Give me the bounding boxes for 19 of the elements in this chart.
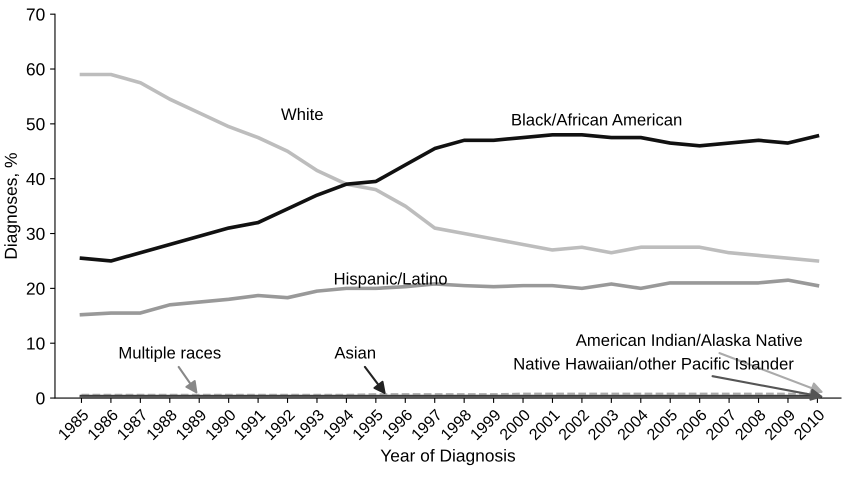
text: American Indian/Alaska Native	[576, 334, 802, 346]
y-tick-label: 50	[26, 118, 45, 130]
line-series	[80, 72, 820, 263]
line-series	[80, 133, 820, 263]
series-label: Black/African American	[512, 113, 682, 126]
y-tick-label: 70	[26, 8, 45, 21]
y-tick-label: 30	[26, 228, 45, 240]
y-tick-label: 10	[27, 337, 45, 350]
text: Multiple races	[120, 346, 221, 362]
series-label: Native Hawaiian/other Pacific Islander	[514, 357, 794, 370]
x-axis-title: Year of Diagnosis	[380, 448, 516, 466]
y-axis-title: Diagnoses, %	[4, 153, 20, 258]
series-label: White	[281, 108, 323, 120]
y-tick-label: 40	[26, 172, 45, 186]
series-label: Hispanic/Latino	[334, 272, 447, 288]
text: Asian	[334, 346, 376, 359]
y-tick-label: 60	[26, 63, 45, 76]
y-tick-label: 0	[36, 392, 45, 405]
y-tick-label: 20	[26, 282, 45, 295]
